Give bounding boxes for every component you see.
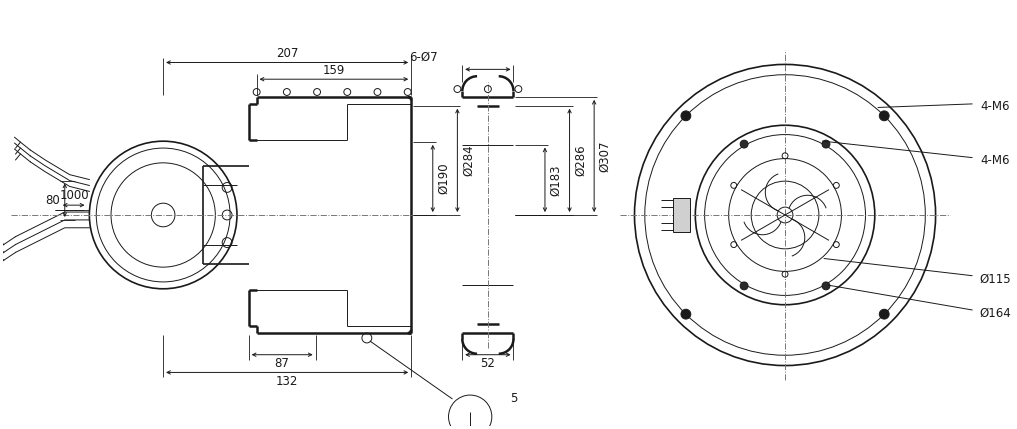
Text: 207: 207: [276, 47, 298, 60]
Bar: [672, 198, 691, 232]
Text: 52: 52: [480, 357, 495, 370]
Circle shape: [822, 140, 830, 148]
Circle shape: [880, 111, 889, 121]
Circle shape: [681, 309, 691, 319]
Circle shape: [880, 309, 889, 319]
Text: 1000: 1000: [60, 189, 89, 202]
Circle shape: [681, 111, 691, 121]
Circle shape: [740, 140, 749, 148]
Text: Ø183: Ø183: [549, 164, 562, 196]
Text: 4-M6: 4-M6: [979, 154, 1010, 167]
Text: Ø286: Ø286: [574, 145, 587, 176]
Circle shape: [740, 282, 749, 290]
Text: 80: 80: [46, 194, 60, 207]
Text: 5: 5: [510, 392, 518, 405]
Text: Ø115: Ø115: [979, 272, 1012, 285]
Text: Ø307: Ø307: [598, 140, 611, 172]
Text: 159: 159: [322, 64, 345, 77]
Text: 87: 87: [275, 357, 290, 370]
Text: 6-Ø7: 6-Ø7: [409, 51, 437, 64]
Text: Ø164: Ø164: [979, 307, 1012, 320]
Text: Ø284: Ø284: [462, 145, 475, 176]
Text: 4-M6: 4-M6: [979, 100, 1010, 113]
Text: Ø190: Ø190: [437, 163, 451, 194]
Circle shape: [822, 282, 830, 290]
Text: 132: 132: [276, 375, 298, 388]
